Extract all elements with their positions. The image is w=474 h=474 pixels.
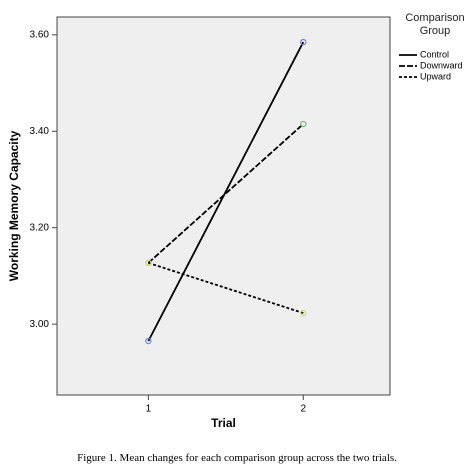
y-tick-label: 3.60 xyxy=(30,29,50,40)
y-tick-label: 3.20 xyxy=(30,222,50,233)
legend-label: Upward xyxy=(420,71,451,81)
plot-area xyxy=(56,16,391,396)
caption: Figure 1. Mean changes for each comparis… xyxy=(77,452,397,464)
data-point xyxy=(300,38,307,46)
data-point xyxy=(300,120,307,128)
data-point xyxy=(145,337,152,345)
y-axis-title: Working Memory Capacity xyxy=(7,130,21,281)
series-line xyxy=(147,41,305,342)
legend-title: Comparison Group xyxy=(405,12,465,37)
y-tick-label: 3.00 xyxy=(30,319,50,330)
data-point xyxy=(300,309,307,317)
x-tick-label: 1 xyxy=(146,404,152,415)
data-point xyxy=(145,259,152,267)
x-tick-label: 2 xyxy=(300,404,306,415)
legend-label: Downward xyxy=(420,60,463,70)
series-line xyxy=(147,123,304,264)
y-tick-label: 3.40 xyxy=(30,126,50,137)
series-line xyxy=(148,262,304,314)
legend-label: Control xyxy=(420,49,449,59)
x-axis-title: Trial xyxy=(211,416,236,430)
